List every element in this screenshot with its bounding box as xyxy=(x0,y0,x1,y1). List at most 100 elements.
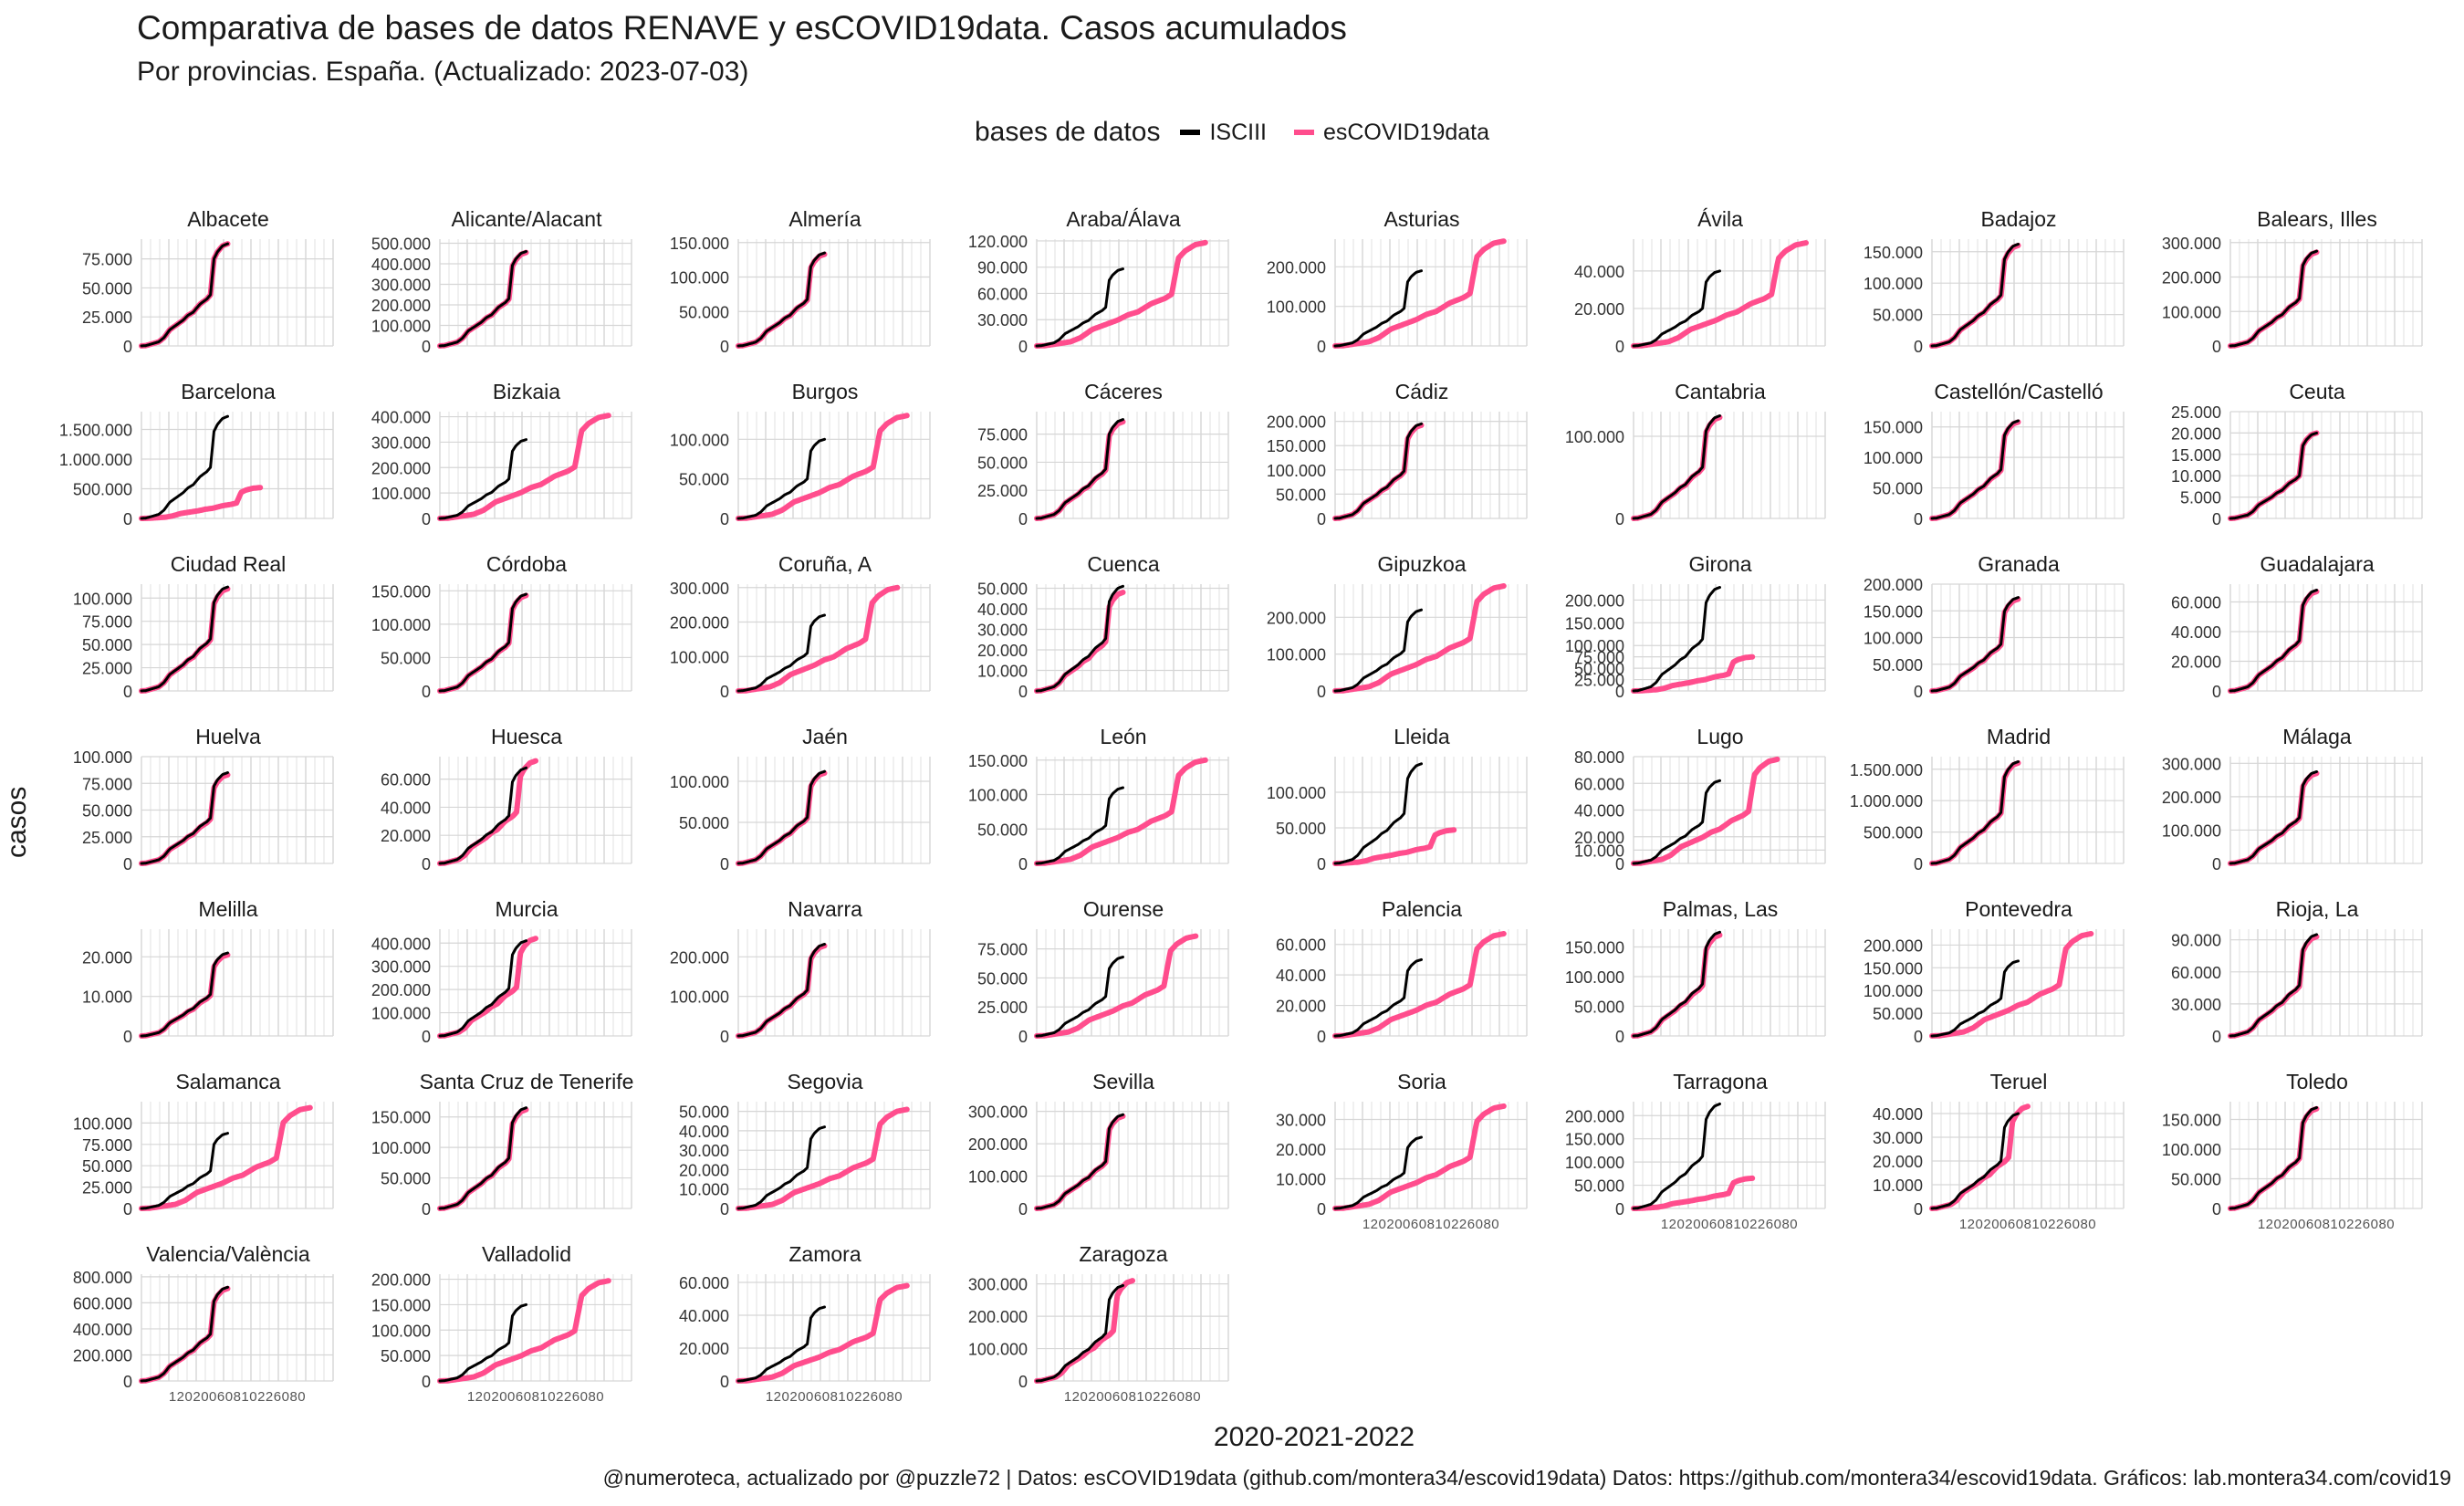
y-tick-label: 50.000 xyxy=(1276,820,1326,838)
series-isciii-line xyxy=(1035,1113,1124,1210)
panel-title-almeria: Almería xyxy=(788,207,861,231)
y-tick-label: 100.000 xyxy=(73,1114,132,1133)
y-tick-label: 40.000 xyxy=(679,1123,729,1141)
y-tick-label: 40.000 xyxy=(1574,263,1624,281)
series-escovid19data-line xyxy=(1631,240,1809,349)
series-escovid19data-line xyxy=(1631,654,1756,694)
panel-palmas-las: Palmas, Las 0 50.000 100.000 150.000 xyxy=(1565,897,1826,1046)
panel-title-sevilla: Sevilla xyxy=(1092,1070,1154,1093)
y-tick-label: 200.000 xyxy=(1565,591,1624,610)
series-isciii-line xyxy=(438,766,527,865)
panel-title-zaragoza: Zaragoza xyxy=(1079,1242,1167,1266)
panel-avila: Ávila 0 20.000 40.000 xyxy=(1574,207,1826,356)
panel-cadiz: Cádiz 0 50.000 100.000 150.000 200.000 xyxy=(1267,380,1528,528)
panel-valladolid: Valladolid 0 50.000 100.000 150.000 200.000 12… xyxy=(371,1242,632,1405)
y-tick-label: 75.000 xyxy=(1574,649,1624,667)
panel-title-coruna-a: Coruña, A xyxy=(778,552,872,576)
series-isciii-line xyxy=(140,951,229,1038)
y-tick-label: 0 xyxy=(1317,338,1326,356)
y-tick-label: 0 xyxy=(123,1200,132,1218)
y-tick-label: 200.000 xyxy=(1864,936,1923,955)
y-tick-label: 100.000 xyxy=(1565,428,1624,446)
y-tick-label: 300.000 xyxy=(670,580,729,598)
panel-santa-cruz-de-tenerife: Santa Cruz de Tenerife 0 50.000 100.000 150.… xyxy=(371,1070,634,1218)
y-tick-label: 50.000 xyxy=(82,279,132,298)
panel-salamanca: Salamanca 0 25.000 50.000 75.000 100.000 xyxy=(73,1070,334,1218)
series-escovid19data-line xyxy=(437,413,611,521)
y-tick-label: 10.000 xyxy=(82,988,132,1007)
y-tick-label: 30.000 xyxy=(1873,1129,1923,1147)
y-tick-label: 200.000 xyxy=(1267,258,1326,277)
series-isciii-line xyxy=(736,1125,826,1210)
y-tick-label: 0 xyxy=(720,510,729,528)
y-tick-label: 75.000 xyxy=(82,251,132,269)
panel-title-malaga: Málaga xyxy=(2282,725,2352,748)
series-isciii-line xyxy=(1632,269,1721,348)
y-tick-label: 80.000 xyxy=(1574,748,1624,767)
y-tick-label: 20.000 xyxy=(1574,300,1624,319)
series-isciii-line xyxy=(438,592,527,693)
panel-title-tarragona: Tarragona xyxy=(1673,1070,1768,1093)
y-tick-label: 100.000 xyxy=(1267,646,1326,664)
y-tick-label: 100.000 xyxy=(968,1168,1028,1187)
panel-alicante-alacant: Alicante/Alacant 0 100.000 200.000 300.000 40… xyxy=(371,207,632,356)
y-tick-label: 100.000 xyxy=(2162,303,2221,321)
series-escovid19data-line xyxy=(1034,239,1208,349)
y-tick-label: 20.000 xyxy=(977,642,1028,660)
y-tick-label: 150.000 xyxy=(2162,1112,2221,1130)
series-isciii-line xyxy=(736,769,826,865)
y-tick-label: 0 xyxy=(720,1200,729,1218)
y-tick-label: 200.000 xyxy=(2162,269,2221,288)
panel-title-zamora: Zamora xyxy=(788,1242,861,1266)
series-escovid19data-line xyxy=(1332,583,1507,694)
x-tick-label: 12020060810226080 xyxy=(1363,1217,1499,1232)
series-escovid19data-line xyxy=(736,1282,910,1384)
y-tick-label: 5.000 xyxy=(2180,489,2221,507)
panel-cordoba: Córdoba 0 50.000 100.000 150.000 xyxy=(371,552,632,701)
y-tick-label: 0 xyxy=(1914,1200,1923,1218)
panel-title-araba-alava: Araba/Álava xyxy=(1066,207,1181,231)
y-tick-label: 500.000 xyxy=(371,235,431,254)
y-tick-label: 50.000 xyxy=(381,1170,431,1188)
y-tick-label: 300.000 xyxy=(2162,755,2221,773)
series-escovid19data-line xyxy=(139,1104,313,1211)
y-tick-label: 150.000 xyxy=(1864,419,1923,437)
legend-label-isciii: ISCIII xyxy=(1209,119,1267,145)
series-isciii-line xyxy=(438,939,527,1038)
y-tick-label: 10.000 xyxy=(1873,1177,1923,1195)
y-tick-label: 40.000 xyxy=(381,799,431,817)
y-tick-label: 200.000 xyxy=(73,1346,132,1365)
panel-toledo: Toledo 0 50.000 100.000 150.000 1202006081022… xyxy=(2162,1070,2423,1232)
y-tick-label: 40.000 xyxy=(1574,802,1624,821)
panel-araba-alava: Araba/Álava 0 30.000 60.000 90.000 120.000 xyxy=(968,207,1229,356)
y-tick-label: 200.000 xyxy=(968,1135,1028,1154)
y-tick-label: 150.000 xyxy=(670,235,729,253)
y-tick-label: 0 xyxy=(720,1028,729,1046)
series-isciii-line xyxy=(1035,956,1124,1038)
y-tick-label: 50.000 xyxy=(977,454,1028,472)
panel-title-huesca: Huesca xyxy=(491,725,562,748)
series-escovid19data-line xyxy=(437,936,538,1039)
series-escovid19data-line xyxy=(736,584,901,694)
panel-palencia: Palencia 0 20.000 40.000 60.000 xyxy=(1276,897,1528,1046)
panel-title-gipuzkoa: Gipuzkoa xyxy=(1377,552,1466,576)
panel-title-guadalajara: Guadalajara xyxy=(2260,552,2375,576)
y-tick-label: 50.000 xyxy=(977,580,1028,599)
panel-ceuta: Ceuta 0 5.000 10.000 15.000 20.000 25.000 xyxy=(2171,380,2423,528)
panel-title-asturias: Asturias xyxy=(1383,207,1459,231)
y-tick-label: 0 xyxy=(1018,855,1028,873)
y-tick-label: 50.000 xyxy=(679,814,729,832)
panel-albacete: Albacete 0 25.000 50.000 75.000 xyxy=(82,207,334,356)
y-tick-label: 100.000 xyxy=(670,431,729,449)
y-tick-label: 20.000 xyxy=(679,1161,729,1179)
y-tick-label: 200.000 xyxy=(1864,576,1923,594)
y-tick-label: 300.000 xyxy=(371,434,431,452)
y-tick-label: 50.000 xyxy=(679,471,729,489)
chart-subtitle: Por provincias. España. (Actualizado: 20… xyxy=(137,57,749,87)
legend-label-escovid19data: esCOVID19data xyxy=(1322,119,1490,145)
y-tick-label: 100.000 xyxy=(1864,275,1923,293)
y-tick-label: 100.000 xyxy=(2162,1141,2221,1159)
y-tick-label: 200.000 xyxy=(371,297,431,315)
y-tick-label: 500.000 xyxy=(1864,824,1923,842)
y-tick-label: 0 xyxy=(422,338,431,356)
